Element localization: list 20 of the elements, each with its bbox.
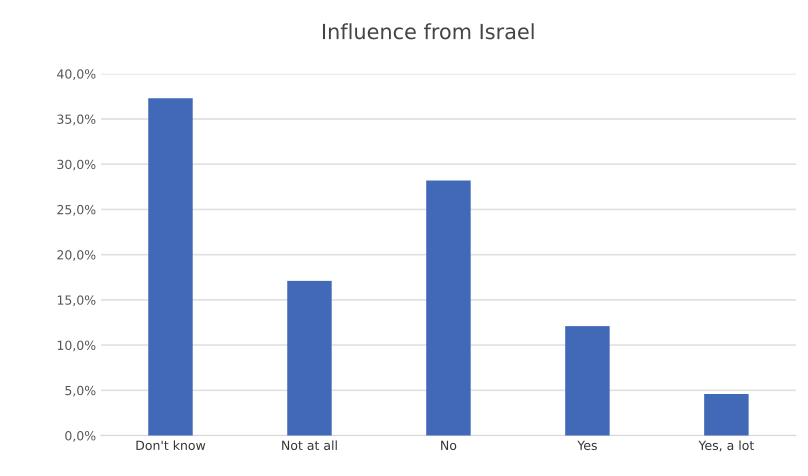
y-tick-label: 40,0%	[57, 69, 96, 80]
x-tick-label: Yes, a lot	[698, 440, 754, 452]
x-tick-label: Not at all	[282, 440, 337, 450]
bar	[704, 394, 749, 436]
y-tick-label: 10,0%	[58, 340, 96, 352]
y-tick-label: 35,0%	[57, 114, 96, 126]
y-tick-label: 30,0%	[57, 160, 96, 170]
chart-title: Influence from Israel	[322, 23, 534, 40]
y-tick-label: 0,0%	[65, 431, 96, 442]
y-tick-label: 25,0%	[57, 204, 96, 216]
y-tick-label: 5,0%	[65, 386, 96, 397]
bar	[148, 98, 193, 436]
x-tick-label: No	[441, 440, 456, 450]
x-tick-label: Yes	[577, 440, 597, 450]
x-tick-label: Don't know	[136, 440, 206, 450]
y-tick-label: 20,0%	[57, 250, 96, 261]
bar	[287, 280, 332, 436]
y-tick-label: 15,0%	[58, 295, 96, 306]
bar	[565, 326, 610, 436]
bar	[426, 180, 471, 436]
